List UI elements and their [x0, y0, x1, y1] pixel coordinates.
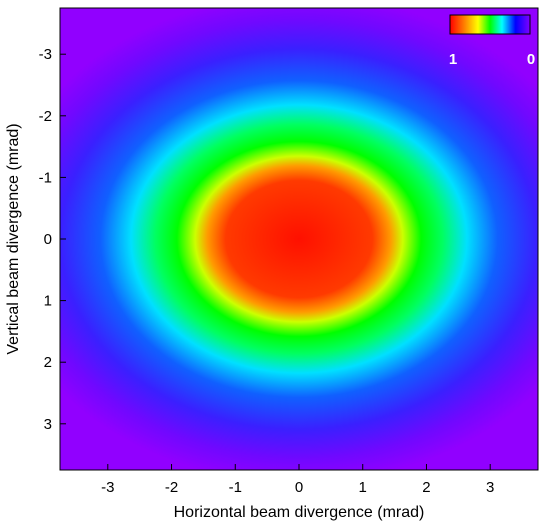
x-tick-label: 2: [422, 479, 430, 496]
x-axis: -3 -2 -1 0 1 2 3: [101, 464, 494, 496]
y-tick-label: 2: [44, 354, 52, 371]
y-tick-label: 3: [44, 416, 52, 433]
y-tick-label: -3: [39, 46, 52, 63]
y-tick-label: 1: [44, 293, 52, 310]
beam-spot: [60, 8, 538, 470]
y-axis: -3 -2 -1 0 1 2 3: [39, 46, 66, 433]
x-tick-label: 0: [295, 479, 303, 496]
x-axis-label: Horizontal beam divergence (mrad): [174, 504, 425, 521]
colorbar-min-label: 0: [527, 51, 535, 68]
x-tick-label: 3: [486, 479, 494, 496]
y-tick-label: -1: [39, 169, 52, 186]
plot-area: [59, 7, 539, 471]
x-tick-label: -1: [229, 479, 242, 496]
x-tick-label: -3: [101, 479, 114, 496]
x-tick-label: -2: [165, 479, 178, 496]
y-tick-label: 0: [44, 231, 52, 248]
colorbar-legend: 1 0: [449, 14, 535, 68]
x-tick-label: 1: [359, 479, 367, 496]
colorbar-max-label: 1: [449, 51, 457, 68]
colorbar-gradient: [449, 14, 531, 35]
y-tick-label: -2: [39, 108, 52, 125]
y-axis-label: Vertical beam divergence (mrad): [5, 123, 22, 354]
